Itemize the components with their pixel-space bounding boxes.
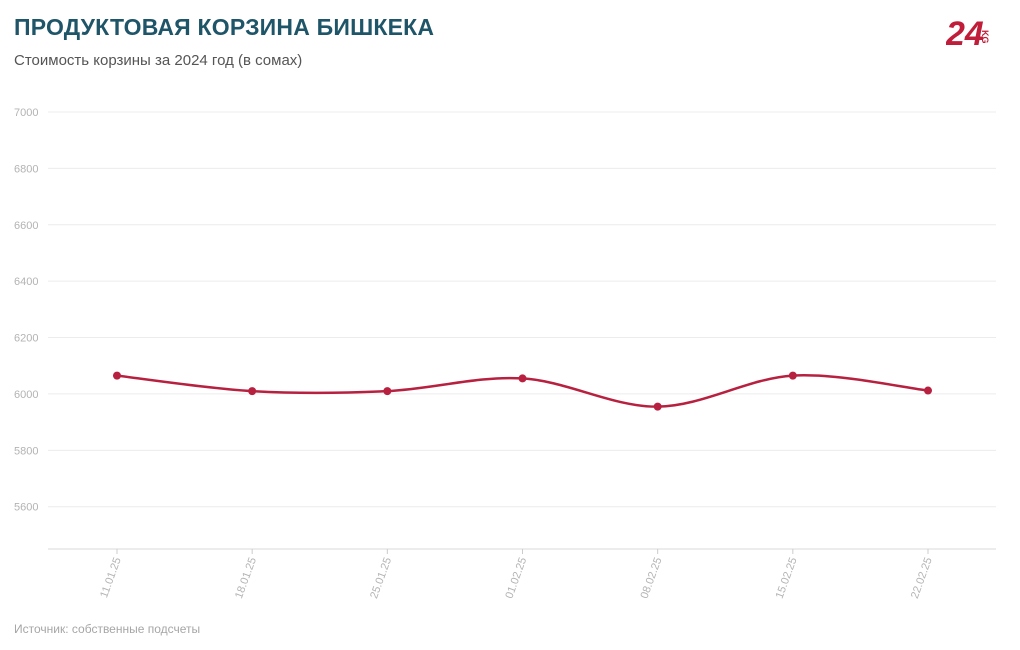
data-point	[788, 371, 797, 380]
x-tick-label: 08.02.25	[639, 556, 665, 600]
y-tick-label: 5800	[14, 445, 38, 457]
y-tick-label: 7000	[14, 107, 38, 119]
chart-subtitle: Стоимость корзины за 2024 год (в сомах)	[14, 52, 303, 69]
x-tick-label: 22.02.25	[909, 556, 935, 600]
data-point	[924, 386, 932, 395]
data-point	[653, 402, 662, 411]
y-tick-label: 5600	[14, 502, 38, 514]
svg-text:24: 24	[946, 16, 984, 48]
y-tick-label: 6600	[14, 220, 38, 232]
x-tick-label: 01.02.25	[503, 556, 529, 600]
data-point	[383, 387, 392, 396]
data-point	[113, 371, 121, 380]
x-tick-label: 25.01.25	[368, 556, 394, 600]
x-tick-label: 15.02.25	[774, 556, 800, 600]
y-tick-label: 6400	[14, 276, 38, 288]
y-tick-label: 6800	[14, 163, 38, 175]
logo-24-icon: 24	[946, 16, 984, 48]
x-tick-label: 11.01.25	[98, 556, 124, 600]
y-tick-label: 6200	[14, 333, 38, 345]
data-point	[248, 387, 257, 396]
y-tick-label: 6000	[14, 389, 38, 401]
chart-title: ПРОДУКТОВАЯ КОРЗИНА БИШКЕКА	[14, 14, 435, 40]
source-note: Источник: собственные подсчеты	[14, 622, 201, 636]
x-tick-label: 18.01.25	[233, 556, 259, 600]
data-point	[518, 374, 527, 383]
